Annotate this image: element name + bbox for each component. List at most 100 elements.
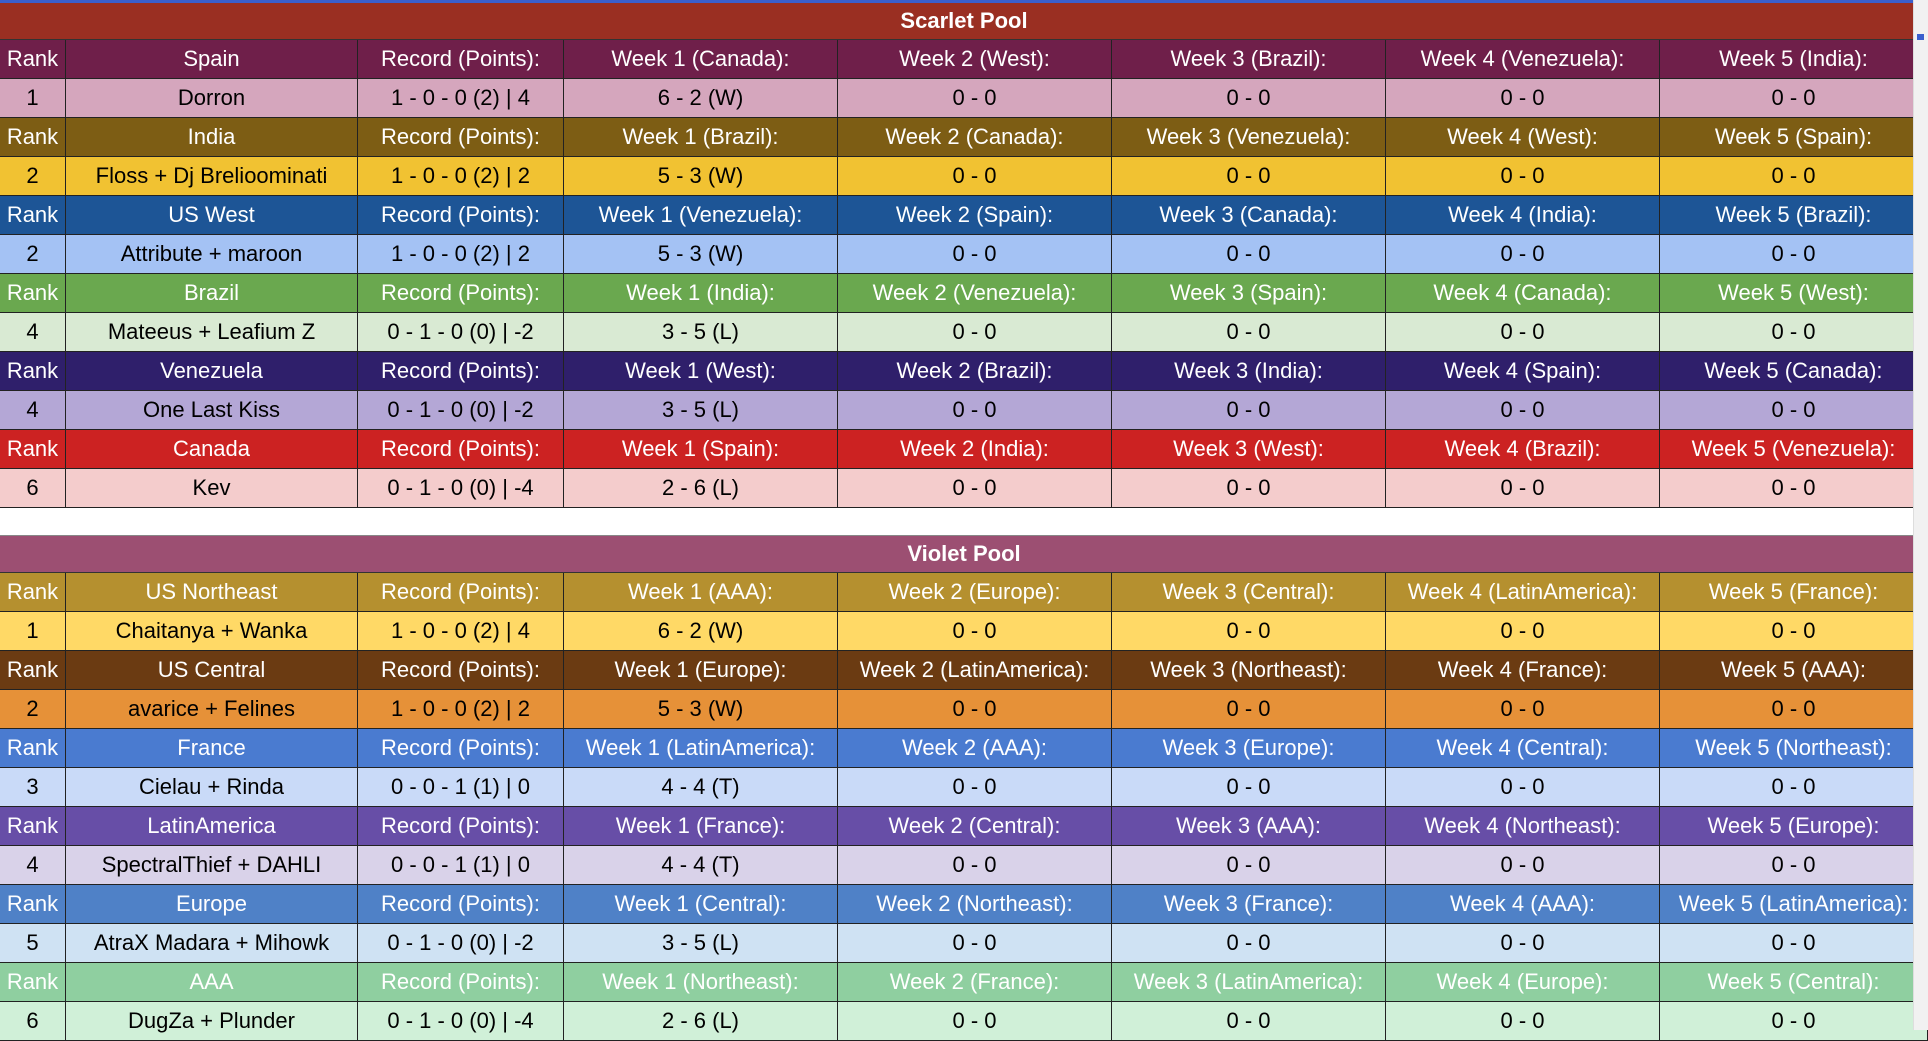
week-opponent-cell[interactable]: Week 3 (Central): xyxy=(1112,573,1386,611)
week-result-cell[interactable]: 0 - 0 xyxy=(1112,846,1386,884)
week-opponent-cell[interactable]: Week 3 (France): xyxy=(1112,885,1386,923)
record-value-cell[interactable]: 0 - 1 - 0 (0) | -2 xyxy=(358,313,564,351)
week-result-cell[interactable]: 0 - 0 xyxy=(838,469,1112,507)
record-label-cell[interactable]: Record (Points): xyxy=(358,651,564,689)
record-value-cell[interactable]: 0 - 1 - 0 (0) | -2 xyxy=(358,924,564,962)
week-opponent-cell[interactable]: Week 5 (India): xyxy=(1660,40,1928,78)
week-opponent-cell[interactable]: Week 4 (India): xyxy=(1386,196,1660,234)
week-opponent-cell[interactable]: Week 5 (AAA): xyxy=(1660,651,1928,689)
rank-label-cell[interactable]: Rank xyxy=(0,274,66,312)
rank-value-cell[interactable]: 4 xyxy=(0,846,66,884)
record-value-cell[interactable]: 0 - 1 - 0 (0) | -4 xyxy=(358,1002,564,1040)
week-opponent-cell[interactable]: Week 1 (France): xyxy=(564,807,838,845)
rank-value-cell[interactable]: 2 xyxy=(0,690,66,728)
week-opponent-cell[interactable]: Week 1 (India): xyxy=(564,274,838,312)
week-result-cell[interactable]: 0 - 0 xyxy=(1660,313,1928,351)
team-name-cell[interactable]: Spain xyxy=(66,40,358,78)
week-opponent-cell[interactable]: Week 3 (Venezuela): xyxy=(1112,118,1386,156)
week-result-cell[interactable]: 0 - 0 xyxy=(1660,1002,1928,1040)
team-name-cell[interactable]: Canada xyxy=(66,430,358,468)
team-name-cell[interactable]: AAA xyxy=(66,963,358,1001)
week-result-cell[interactable]: 3 - 5 (L) xyxy=(564,924,838,962)
week-result-cell[interactable]: 0 - 0 xyxy=(838,846,1112,884)
players-cell[interactable]: Floss + Dj Brelioominati xyxy=(66,157,358,195)
rank-value-cell[interactable]: 3 xyxy=(0,768,66,806)
record-label-cell[interactable]: Record (Points): xyxy=(358,573,564,611)
week-opponent-cell[interactable]: Week 4 (Brazil): xyxy=(1386,430,1660,468)
week-result-cell[interactable]: 0 - 0 xyxy=(1660,612,1928,650)
week-result-cell[interactable]: 0 - 0 xyxy=(1112,768,1386,806)
record-value-cell[interactable]: 0 - 1 - 0 (0) | -2 xyxy=(358,391,564,429)
week-opponent-cell[interactable]: Week 1 (Spain): xyxy=(564,430,838,468)
week-opponent-cell[interactable]: Week 5 (France): xyxy=(1660,573,1928,611)
week-result-cell[interactable]: 0 - 0 xyxy=(838,157,1112,195)
week-opponent-cell[interactable]: Week 4 (Venezuela): xyxy=(1386,40,1660,78)
week-opponent-cell[interactable]: Week 3 (West): xyxy=(1112,430,1386,468)
record-label-cell[interactable]: Record (Points): xyxy=(358,40,564,78)
week-opponent-cell[interactable]: Week 1 (AAA): xyxy=(564,573,838,611)
week-result-cell[interactable]: 0 - 0 xyxy=(1112,469,1386,507)
rank-label-cell[interactable]: Rank xyxy=(0,729,66,767)
week-result-cell[interactable]: 0 - 0 xyxy=(1386,391,1660,429)
week-opponent-cell[interactable]: Week 4 (France): xyxy=(1386,651,1660,689)
week-result-cell[interactable]: 0 - 0 xyxy=(838,1002,1112,1040)
week-result-cell[interactable]: 5 - 3 (W) xyxy=(564,157,838,195)
scrollbar-thumb[interactable] xyxy=(1917,34,1924,40)
week-result-cell[interactable]: 0 - 0 xyxy=(838,391,1112,429)
players-cell[interactable]: Mateeus + Leafium Z xyxy=(66,313,358,351)
spacer-row[interactable] xyxy=(0,508,1928,536)
rank-value-cell[interactable]: 5 xyxy=(0,924,66,962)
week-result-cell[interactable]: 3 - 5 (L) xyxy=(564,391,838,429)
players-cell[interactable]: avarice + Felines xyxy=(66,690,358,728)
record-label-cell[interactable]: Record (Points): xyxy=(358,196,564,234)
rank-label-cell[interactable]: Rank xyxy=(0,196,66,234)
week-result-cell[interactable]: 0 - 0 xyxy=(1112,235,1386,273)
rank-value-cell[interactable]: 4 xyxy=(0,313,66,351)
week-opponent-cell[interactable]: Week 2 (West): xyxy=(838,40,1112,78)
rank-value-cell[interactable]: 2 xyxy=(0,157,66,195)
week-opponent-cell[interactable]: Week 2 (India): xyxy=(838,430,1112,468)
rank-label-cell[interactable]: Rank xyxy=(0,885,66,923)
week-result-cell[interactable]: 4 - 4 (T) xyxy=(564,768,838,806)
week-opponent-cell[interactable]: Week 2 (Europe): xyxy=(838,573,1112,611)
week-opponent-cell[interactable]: Week 1 (West): xyxy=(564,352,838,390)
week-opponent-cell[interactable]: Week 5 (Brazil): xyxy=(1660,196,1928,234)
week-result-cell[interactable]: 0 - 0 xyxy=(838,235,1112,273)
week-opponent-cell[interactable]: Week 2 (Spain): xyxy=(838,196,1112,234)
players-cell[interactable]: Kev xyxy=(66,469,358,507)
team-name-cell[interactable]: US Central xyxy=(66,651,358,689)
week-result-cell[interactable]: 0 - 0 xyxy=(838,924,1112,962)
week-opponent-cell[interactable]: Week 2 (France): xyxy=(838,963,1112,1001)
week-result-cell[interactable]: 4 - 4 (T) xyxy=(564,846,838,884)
record-label-cell[interactable]: Record (Points): xyxy=(358,430,564,468)
week-opponent-cell[interactable]: Week 5 (West): xyxy=(1660,274,1928,312)
week-opponent-cell[interactable]: Week 2 (Northeast): xyxy=(838,885,1112,923)
record-value-cell[interactable]: 1 - 0 - 0 (2) | 2 xyxy=(358,235,564,273)
week-result-cell[interactable]: 0 - 0 xyxy=(838,313,1112,351)
rank-value-cell[interactable]: 1 xyxy=(0,79,66,117)
week-opponent-cell[interactable]: Week 4 (Canada): xyxy=(1386,274,1660,312)
team-name-cell[interactable]: US West xyxy=(66,196,358,234)
rank-label-cell[interactable]: Rank xyxy=(0,118,66,156)
week-opponent-cell[interactable]: Week 4 (AAA): xyxy=(1386,885,1660,923)
week-opponent-cell[interactable]: Week 4 (Spain): xyxy=(1386,352,1660,390)
week-opponent-cell[interactable]: Week 5 (Central): xyxy=(1660,963,1928,1001)
week-result-cell[interactable]: 0 - 0 xyxy=(1386,690,1660,728)
week-opponent-cell[interactable]: Week 1 (Canada): xyxy=(564,40,838,78)
week-opponent-cell[interactable]: Week 2 (LatinAmerica): xyxy=(838,651,1112,689)
players-cell[interactable]: DugZa + Plunder xyxy=(66,1002,358,1040)
team-name-cell[interactable]: Venezuela xyxy=(66,352,358,390)
week-opponent-cell[interactable]: Week 4 (West): xyxy=(1386,118,1660,156)
vertical-scrollbar[interactable] xyxy=(1913,0,1928,1030)
rank-value-cell[interactable]: 2 xyxy=(0,235,66,273)
record-value-cell[interactable]: 1 - 0 - 0 (2) | 4 xyxy=(358,612,564,650)
week-opponent-cell[interactable]: Week 2 (Canada): xyxy=(838,118,1112,156)
week-opponent-cell[interactable]: Week 3 (Europe): xyxy=(1112,729,1386,767)
players-cell[interactable]: AtraX Madara + Mihowk xyxy=(66,924,358,962)
week-opponent-cell[interactable]: Week 5 (Venezuela): xyxy=(1660,430,1928,468)
rank-value-cell[interactable]: 6 xyxy=(0,1002,66,1040)
week-result-cell[interactable]: 0 - 0 xyxy=(1386,313,1660,351)
week-opponent-cell[interactable]: Week 3 (AAA): xyxy=(1112,807,1386,845)
record-value-cell[interactable]: 0 - 0 - 1 (1) | 0 xyxy=(358,846,564,884)
record-value-cell[interactable]: 1 - 0 - 0 (2) | 2 xyxy=(358,157,564,195)
